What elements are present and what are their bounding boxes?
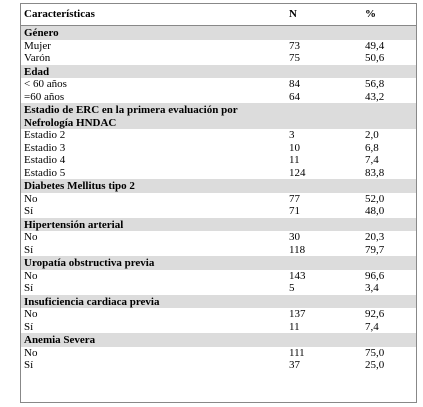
data-row: Varón 75 50,6: [21, 52, 416, 65]
cell: Estadio de ERC en la primera evaluación …: [24, 104, 238, 129]
section-row: Diabetes Mellitus tipo 2: [21, 179, 416, 193]
data-row: No 77 52,0: [21, 193, 416, 206]
cell: 3,4: [365, 282, 379, 294]
section-row: Anemia Severa: [21, 333, 416, 347]
data-row: Estadio 2 3 2,0: [21, 129, 416, 142]
data-row: Estadio 3 10 6,8: [21, 142, 416, 155]
data-row: Estadio 4 11 7,4: [21, 154, 416, 167]
cell: 50,6: [365, 52, 385, 64]
cell: Uropatía obstructiva previa: [24, 257, 155, 269]
data-row: No 30 20,3: [21, 231, 416, 244]
data-row: Mujer 73 49,4: [21, 40, 416, 53]
cell: Sí: [24, 282, 34, 294]
data-row: Sí 71 48,0: [21, 205, 416, 218]
cell: Anemia Severa: [24, 334, 96, 346]
header-row: Características N%: [21, 4, 416, 26]
cell: Insuficiencia cardiaca previa: [24, 295, 160, 308]
cell: 118: [289, 243, 306, 256]
section-row: Uropatía obstructiva previa: [21, 256, 416, 270]
cell: Diabetes Mellitus tipo 2: [24, 180, 135, 192]
data-row: Estadio 5 124 83,8: [21, 167, 416, 180]
cell: %: [365, 8, 376, 20]
cell: 75: [289, 52, 300, 64]
cell: 52,0: [365, 192, 385, 205]
cell: No: [24, 192, 38, 205]
cell: No: [24, 346, 38, 359]
cell: Estadio 3: [24, 141, 66, 154]
cell: Edad: [24, 65, 50, 78]
cell: 143: [289, 269, 306, 282]
cell: Estadio 5: [24, 166, 66, 179]
data-row: No 111 75,0: [21, 347, 416, 360]
cell: N: [289, 8, 297, 20]
section-row: Género: [21, 26, 416, 40]
cell: 137: [289, 308, 306, 320]
cell: 6,8: [365, 141, 379, 154]
data-row: No 143 96,6: [21, 270, 416, 283]
cell: 96,6: [365, 269, 385, 282]
cell: 30: [289, 231, 300, 243]
cell: 3: [289, 129, 295, 141]
cell: 75,0: [365, 346, 385, 359]
cell: Estadio 2: [24, 129, 66, 141]
cell: 83,8: [365, 166, 385, 179]
cell: Sí: [24, 205, 34, 217]
cell: 56,8: [365, 78, 385, 90]
section-row: Edad: [21, 64, 416, 78]
cell: < 60 años: [24, 78, 67, 90]
cell: 73: [289, 39, 300, 52]
cell: 48,0: [365, 205, 385, 217]
cell: 92,6: [365, 308, 385, 320]
cell: No: [24, 269, 38, 282]
table: Características N% Género Mujer 73 49,4 Varón 7…: [20, 3, 417, 403]
cell: Características: [24, 8, 95, 20]
data-row: Sí 37 25,0: [21, 359, 416, 372]
cell: Género: [24, 27, 59, 39]
cell: 43,2: [365, 90, 385, 103]
cell: 49,4: [365, 39, 385, 52]
section-row: Insuficiencia cardiaca previa: [21, 294, 416, 308]
cell: 84: [289, 78, 300, 90]
section-row: Hipertensión arterial: [21, 217, 416, 231]
section-row: Estadio de ERC en la primera evaluación …: [21, 103, 416, 129]
data-row: No 137 92,6: [21, 308, 416, 321]
cell: 111: [289, 346, 305, 359]
data-row: Sí 11 7,4: [21, 321, 416, 334]
cell: No: [24, 231, 38, 243]
data-row: =60 años 64 43,2: [21, 91, 416, 104]
cell: No: [24, 308, 38, 320]
cell: 7,4: [365, 320, 379, 333]
cell: 37: [289, 359, 300, 371]
data-row: Sí 118 79,7: [21, 244, 416, 257]
cell: 77: [289, 192, 300, 205]
data-row: < 60 años 84 56,8: [21, 78, 416, 91]
cell: Estadio 4: [24, 154, 66, 166]
data-row: Sí 5 3,4: [21, 282, 416, 295]
cell: 64: [289, 90, 300, 103]
cell: 11: [289, 320, 300, 333]
cell: 10: [289, 141, 300, 154]
cell: Sí: [24, 359, 34, 371]
cell: 71: [289, 205, 300, 217]
cell: 7,4: [365, 154, 379, 166]
cell: 2,0: [365, 129, 379, 141]
cell: 25,0: [365, 359, 385, 371]
cell: Hipertensión arterial: [24, 218, 124, 231]
cell: =60 años: [24, 90, 65, 103]
cell: Varón: [24, 52, 51, 64]
cell: 5: [289, 282, 295, 294]
cell: 20,3: [365, 231, 385, 243]
cell: Sí: [24, 320, 34, 333]
cell: Mujer: [24, 39, 51, 52]
cell: 124: [289, 166, 306, 179]
cell: 79,7: [365, 243, 385, 256]
cell: Sí: [24, 243, 34, 256]
cell: 11: [289, 154, 300, 166]
